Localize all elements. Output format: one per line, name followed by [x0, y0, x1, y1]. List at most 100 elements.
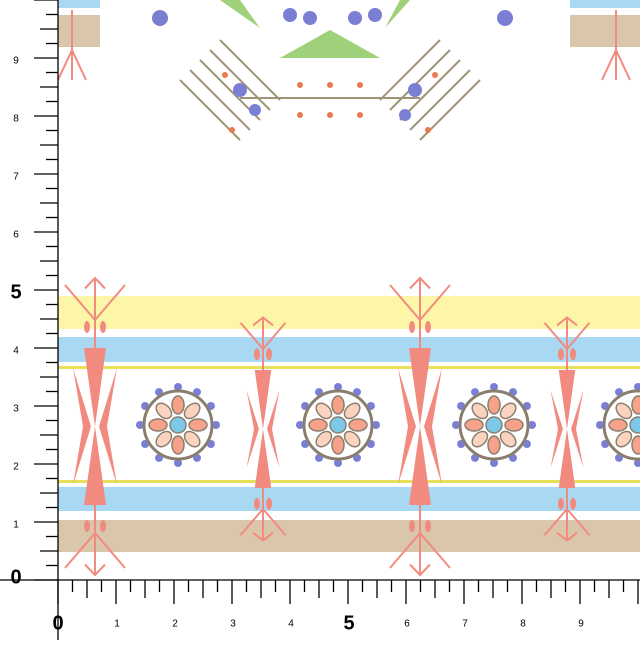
drop — [84, 520, 90, 532]
bowtie-motif — [239, 316, 287, 542]
flower — [634, 383, 640, 391]
branch — [64, 505, 126, 577]
bottom-ruler-label: 5 — [343, 612, 354, 634]
flower — [372, 421, 380, 429]
petal — [343, 430, 361, 448]
petal — [183, 430, 201, 448]
center — [629, 416, 640, 434]
flower — [334, 459, 342, 467]
branch — [58, 10, 87, 81]
drop — [558, 348, 564, 361]
petal — [615, 430, 633, 448]
hourglass — [409, 348, 431, 505]
bowtie-motif — [543, 316, 591, 542]
drop — [84, 321, 90, 333]
left-ruler-label: 8 — [13, 114, 19, 125]
petal — [499, 430, 517, 448]
flower — [174, 383, 182, 391]
petal — [471, 430, 489, 448]
flower — [596, 421, 604, 429]
left-ruler-label: 3 — [13, 404, 19, 415]
flower — [452, 421, 460, 429]
hourglass — [558, 370, 576, 488]
drop — [425, 520, 431, 532]
drop — [266, 497, 272, 510]
left-ruler-label: 2 — [13, 462, 19, 473]
branch — [239, 316, 287, 370]
petal — [615, 402, 633, 420]
mandala — [296, 383, 380, 467]
pattern — [58, 0, 640, 577]
petal — [464, 418, 484, 432]
left-ruler-label: 7 — [13, 172, 19, 183]
branch — [543, 316, 591, 370]
bowtie-motif — [64, 276, 126, 577]
petal — [171, 435, 185, 455]
bottom-ruler-label: 2 — [172, 619, 178, 630]
drop — [570, 348, 576, 361]
hourglass — [84, 348, 106, 505]
top-motif — [152, 0, 513, 141]
petal — [155, 402, 173, 420]
petal — [487, 435, 501, 455]
petal — [155, 430, 173, 448]
bottom-ruler-label: 9 — [578, 619, 584, 630]
flower — [528, 421, 536, 429]
left-ruler-label: 6 — [13, 230, 19, 241]
petal — [331, 395, 345, 415]
flower — [212, 421, 220, 429]
petal — [148, 418, 168, 432]
drop — [100, 321, 106, 333]
petal — [188, 418, 208, 432]
left-ruler-label: 9 — [13, 56, 19, 67]
bottom-ruler-label: 4 — [288, 619, 294, 630]
drop — [409, 520, 415, 532]
petal — [343, 402, 361, 420]
flower — [634, 459, 640, 467]
flower — [136, 421, 144, 429]
petal — [487, 395, 501, 415]
branch — [601, 10, 631, 81]
petal — [608, 418, 628, 432]
flower — [296, 421, 304, 429]
bottom-ruler-label: 0 — [52, 612, 63, 634]
bottom-ruler-label: 6 — [404, 619, 410, 630]
petal — [315, 430, 333, 448]
center — [485, 416, 503, 434]
mandala — [596, 383, 640, 467]
petal — [315, 402, 333, 420]
branch — [543, 488, 591, 542]
flower — [334, 383, 342, 391]
petal — [631, 435, 640, 455]
drop — [100, 520, 106, 532]
petal — [331, 435, 345, 455]
mandala — [452, 383, 536, 467]
petal — [631, 395, 640, 415]
drop — [266, 348, 272, 361]
petal — [504, 418, 524, 432]
petal — [171, 395, 185, 415]
bottom-ruler-label: 8 — [520, 619, 526, 630]
petal — [499, 402, 517, 420]
left-ruler-label: 1 — [13, 520, 19, 531]
drop — [254, 348, 260, 361]
left-ruler-label: 5 — [10, 281, 21, 303]
petal — [308, 418, 328, 432]
petal — [183, 402, 201, 420]
branch — [389, 505, 451, 577]
center — [329, 416, 347, 434]
drop — [254, 497, 260, 510]
bottom-ruler-label: 3 — [230, 619, 236, 630]
branch — [389, 276, 451, 348]
flower — [490, 459, 498, 467]
flower — [174, 459, 182, 467]
bottom-ruler-label: 1 — [114, 619, 120, 630]
petal — [348, 418, 368, 432]
hourglass — [254, 370, 272, 488]
left-ruler-label: 0 — [10, 566, 21, 588]
drop — [425, 321, 431, 333]
branch — [239, 488, 287, 542]
